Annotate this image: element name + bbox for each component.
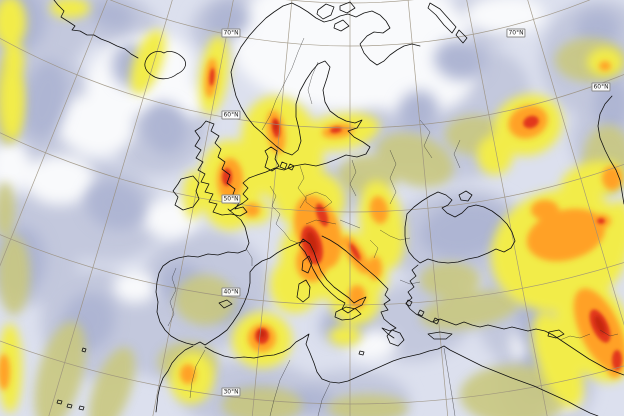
coastline-west-europe-iberia <box>155 177 306 346</box>
coastline-italy <box>298 238 367 314</box>
coastline-denmark <box>264 146 295 172</box>
coastline-norway <box>230 2 421 134</box>
coastline-adriatic-balkans <box>321 235 391 301</box>
latitude-label-70n-left: 70°N <box>221 28 241 38</box>
coastline-svalbard <box>316 1 356 32</box>
latitude-label-40n-left: 40°N <box>221 287 241 297</box>
coastline-great-britain <box>194 120 248 217</box>
coastline-iceland <box>144 51 186 80</box>
coastline-baltic <box>248 60 371 179</box>
coastline-caspian <box>597 95 624 205</box>
latitude-label-60n-left: 60°N <box>221 110 241 120</box>
coastline-arctic-islands <box>427 2 468 44</box>
coastline-north-africa <box>204 333 599 416</box>
coastline-greece <box>380 299 453 347</box>
contour-band-white <box>0 0 580 414</box>
coastline-turkey-levant <box>405 264 624 376</box>
coastline-balearics <box>218 299 233 309</box>
coastline-small-islands <box>56 299 440 411</box>
latitude-label-70n-right: 70°N <box>506 28 526 38</box>
coastline-cyprus <box>547 329 565 339</box>
coastline-layer <box>53 0 624 416</box>
latitude-label-60n-right: 60°N <box>591 82 611 92</box>
latitude-label-30n-left: 30°N <box>221 387 241 397</box>
latitude-label-50n-left: 50°N <box>221 194 241 204</box>
coastline-black-sea <box>404 190 516 264</box>
coastline-morocco-atlantic <box>155 345 194 413</box>
coastline-ireland <box>172 175 200 211</box>
coastline-sicily <box>334 306 362 321</box>
coastline-corsica <box>301 255 313 274</box>
country-borders-layer <box>167 37 619 416</box>
coastline-sardinia <box>296 279 311 303</box>
coastline-greenland <box>53 0 139 59</box>
